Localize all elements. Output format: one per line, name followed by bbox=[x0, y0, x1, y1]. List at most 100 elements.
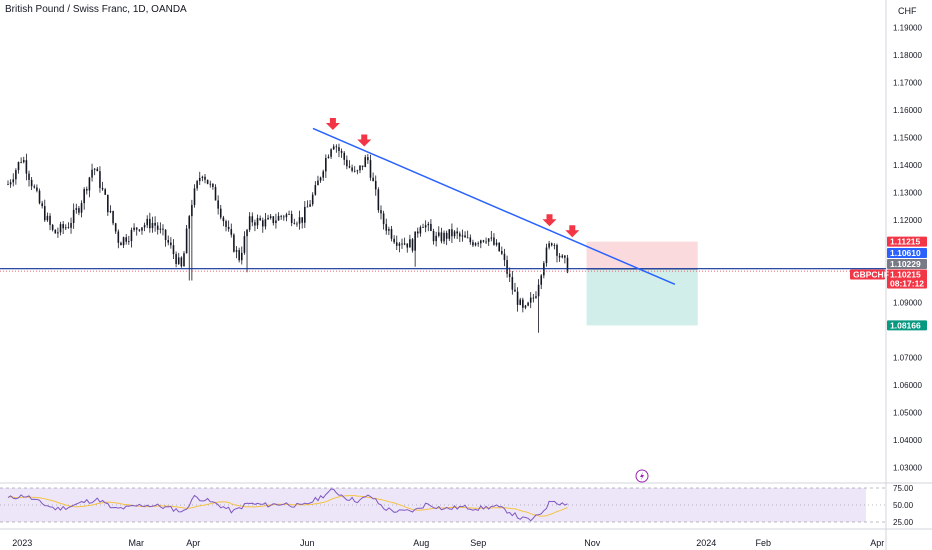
candle-body bbox=[280, 215, 282, 217]
candle-body bbox=[535, 296, 537, 298]
candle-body bbox=[424, 225, 427, 228]
candle-body bbox=[28, 173, 30, 180]
candle-body bbox=[99, 171, 101, 188]
candle-body bbox=[338, 147, 340, 151]
time-tick-label: Mar bbox=[129, 538, 145, 548]
level-price-tag-text: 1.10610 bbox=[890, 248, 921, 258]
currency-label: CHF bbox=[898, 6, 917, 16]
candle-body bbox=[198, 177, 201, 182]
candle-body bbox=[70, 222, 72, 228]
target-price-tag bbox=[887, 320, 927, 331]
candle-body bbox=[466, 237, 469, 239]
candle-body bbox=[369, 160, 372, 178]
candle-body bbox=[374, 180, 377, 190]
candle-body bbox=[193, 188, 196, 205]
candle-body bbox=[125, 237, 128, 242]
candle-body bbox=[401, 243, 403, 245]
candle-body bbox=[448, 229, 451, 239]
time-tick-label: Nov bbox=[584, 538, 601, 548]
candle-body bbox=[445, 232, 448, 239]
candle-body bbox=[327, 156, 330, 159]
candle-body bbox=[54, 229, 57, 234]
symbol-tag-text: GBPCHF bbox=[853, 269, 889, 279]
candle-body bbox=[301, 217, 303, 223]
price-tick-label: 1.05000 bbox=[893, 409, 922, 418]
candle-body bbox=[72, 209, 75, 223]
candle-body bbox=[456, 231, 458, 234]
price-tick-label: 1.12000 bbox=[893, 216, 922, 225]
candle-body bbox=[159, 228, 162, 230]
candle-body bbox=[15, 170, 17, 180]
candle-body bbox=[427, 223, 430, 226]
candle-body bbox=[133, 227, 135, 230]
candle-body bbox=[20, 162, 22, 163]
candle-body bbox=[540, 275, 543, 285]
candle-body bbox=[346, 159, 348, 167]
candle-body bbox=[154, 222, 156, 226]
candle-body bbox=[285, 214, 288, 218]
candle-body bbox=[458, 233, 461, 237]
candle-body bbox=[183, 253, 185, 267]
candle-body bbox=[277, 215, 280, 221]
trendline bbox=[312, 127, 676, 286]
candle-body bbox=[122, 237, 125, 246]
candle-body bbox=[233, 234, 235, 252]
candle-body bbox=[91, 169, 93, 178]
level-price-tag bbox=[887, 248, 927, 258]
candle-body bbox=[130, 229, 133, 242]
current-price-tag-text: 1.10215 bbox=[890, 269, 921, 279]
candle-body bbox=[86, 189, 88, 191]
current-price-tag-countdown: 08:17:12 bbox=[890, 278, 924, 288]
candle-body bbox=[80, 203, 83, 213]
candle-body bbox=[414, 231, 416, 251]
candle-body bbox=[330, 149, 332, 157]
candle-body bbox=[356, 170, 359, 172]
time-tick-label: Sep bbox=[470, 538, 486, 548]
candle-body bbox=[566, 257, 569, 273]
candle-body bbox=[188, 216, 191, 229]
candle-body bbox=[382, 213, 385, 225]
candle-body bbox=[516, 291, 519, 305]
candle-body bbox=[191, 204, 193, 217]
candle-body bbox=[545, 247, 548, 264]
candle-body bbox=[243, 236, 246, 253]
chart-title: British Pound / Swiss Franc, 1D, OANDA bbox=[5, 4, 187, 15]
price-tick-label: 1.06000 bbox=[893, 381, 922, 390]
candle-body bbox=[214, 186, 217, 201]
time-tick-label: Jun bbox=[300, 538, 315, 548]
candle-body bbox=[64, 227, 67, 229]
candle-body bbox=[114, 223, 117, 232]
candle-body bbox=[430, 223, 432, 231]
candle-body bbox=[474, 243, 477, 246]
price-tick-label: 1.03000 bbox=[893, 464, 922, 473]
candle-body bbox=[83, 189, 85, 204]
current-price-tag bbox=[887, 269, 927, 289]
candle-body bbox=[254, 222, 256, 226]
candle-body bbox=[390, 229, 393, 239]
candle-body bbox=[9, 182, 12, 185]
candle-body bbox=[495, 242, 498, 245]
price-tick-label: 1.19000 bbox=[893, 24, 922, 33]
candle-body bbox=[443, 232, 445, 242]
candle-body bbox=[503, 253, 506, 261]
candle-body bbox=[564, 255, 566, 258]
candle-body bbox=[480, 240, 482, 244]
candle-body bbox=[388, 229, 390, 231]
time-tick-label: Apr bbox=[870, 538, 884, 548]
candle-body bbox=[529, 297, 532, 303]
candle-body bbox=[219, 208, 222, 218]
candle-body bbox=[206, 179, 209, 184]
candle-body bbox=[519, 299, 522, 305]
candle-body bbox=[93, 168, 96, 170]
candle-body bbox=[411, 239, 414, 251]
take-profit-zone bbox=[586, 269, 698, 326]
candle-body bbox=[167, 240, 170, 243]
candle-body bbox=[151, 222, 154, 229]
candle-body bbox=[493, 237, 495, 245]
candle-body bbox=[367, 157, 369, 161]
candle-body bbox=[256, 218, 259, 226]
candle-body bbox=[487, 238, 490, 242]
candle-body bbox=[353, 170, 356, 172]
candle-body bbox=[393, 238, 395, 243]
